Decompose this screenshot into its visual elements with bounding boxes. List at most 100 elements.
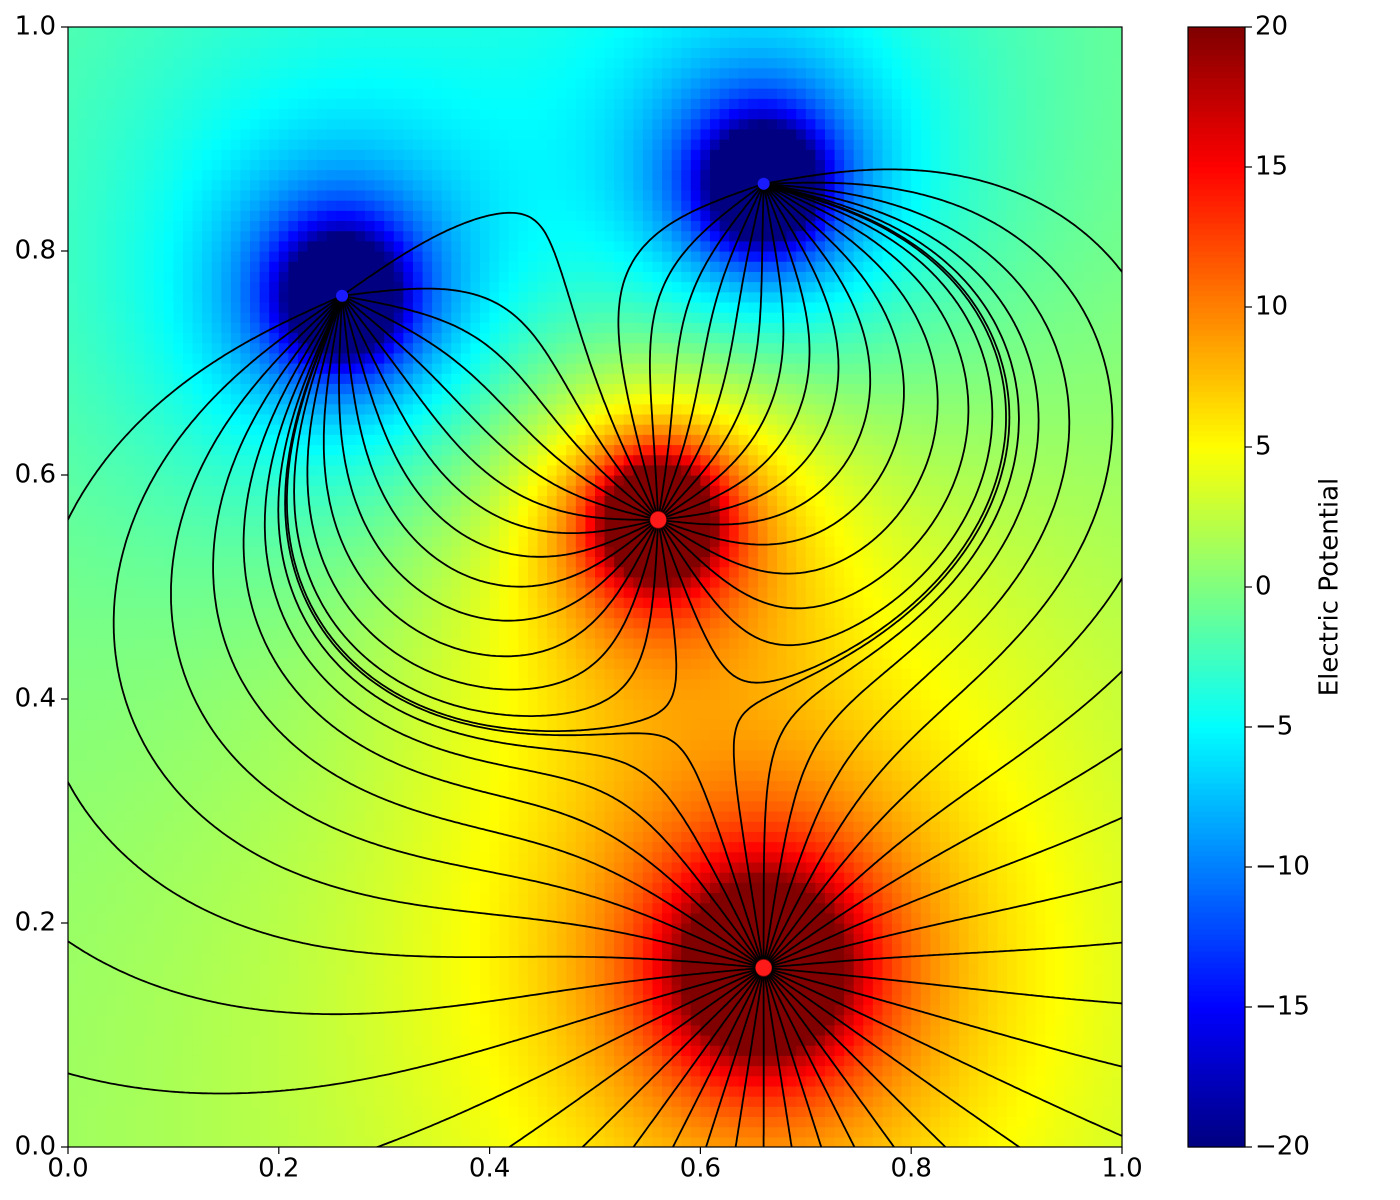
potential-cell: [211, 709, 222, 720]
potential-cell: [297, 47, 309, 59]
potential-cell: [297, 800, 309, 812]
potential-cell: [384, 892, 395, 904]
potential-cell: [480, 1126, 491, 1138]
potential-cell: [470, 413, 481, 425]
potential-cell: [403, 393, 414, 405]
potential-cell: [460, 251, 472, 262]
potential-cell: [106, 525, 117, 537]
potential-cell: [336, 77, 347, 89]
potential-cell: [192, 352, 203, 364]
potential-cell: [403, 77, 414, 89]
potential-cell: [317, 67, 328, 79]
potential-cell: [135, 485, 146, 496]
potential-cell: [68, 546, 79, 558]
potential-cell: [106, 1055, 117, 1067]
potential-cell: [470, 729, 481, 741]
potential-cell: [326, 27, 337, 38]
potential-cell: [441, 495, 452, 507]
potential-cell: [374, 37, 385, 48]
potential-cell: [135, 780, 146, 792]
potential-cell: [68, 77, 79, 89]
potential-cell: [211, 933, 222, 944]
potential-cell: [403, 342, 414, 354]
potential-cell: [412, 576, 424, 588]
potential-cell: [336, 485, 347, 496]
potential-cell: [441, 363, 452, 374]
potential-cell: [125, 546, 136, 558]
potential-cell: [230, 617, 242, 629]
potential-cell: [288, 240, 299, 252]
potential-cell: [422, 128, 433, 140]
potential-cell: [202, 729, 213, 741]
potential-cell: [384, 485, 395, 496]
potential-cell: [441, 240, 452, 252]
potential-cell: [259, 88, 270, 99]
potential-cell: [68, 27, 79, 38]
potential-cell: [326, 1014, 337, 1026]
potential-cell: [412, 1035, 424, 1046]
potential-cell: [77, 790, 88, 802]
potential-cell: [451, 240, 462, 252]
potential-cell: [317, 454, 328, 466]
potential-cell: [144, 1075, 155, 1087]
potential-cell: [68, 861, 79, 873]
potential-cell: [384, 342, 395, 354]
potential-cell: [412, 179, 424, 191]
potential-cell: [441, 525, 452, 537]
potential-cell: [230, 597, 242, 608]
potential-cell: [288, 118, 299, 130]
potential-cell: [259, 251, 270, 262]
potential-cell: [441, 393, 452, 405]
potential-cell: [115, 1065, 127, 1077]
potential-cell: [326, 475, 337, 486]
potential-cell: [87, 189, 98, 201]
potential-cell: [106, 485, 117, 496]
potential-cell: [345, 1136, 357, 1147]
potential-cell: [144, 485, 155, 496]
potential-cell: [77, 811, 88, 822]
potential-cell: [135, 475, 146, 486]
potential-cell: [317, 912, 328, 924]
potential-cell: [259, 220, 270, 232]
potential-cell: [192, 739, 203, 751]
potential-cell: [365, 892, 376, 904]
potential-cell: [144, 240, 155, 252]
potential-cell: [163, 556, 174, 568]
potential-cell: [489, 1055, 500, 1067]
potential-cell: [250, 1136, 261, 1147]
potential-cell: [182, 1116, 194, 1128]
potential-cell: [115, 200, 127, 211]
potential-cell: [269, 485, 280, 496]
potential-cell: [115, 1136, 127, 1147]
potential-cell: [68, 1004, 79, 1016]
potential-cell: [393, 607, 404, 619]
potential-cell: [432, 984, 443, 995]
potential-cell: [182, 373, 194, 384]
potential-cell: [412, 811, 424, 822]
potential-cell: [269, 800, 280, 812]
potential-cell: [374, 383, 385, 395]
potential-cell: [182, 505, 194, 517]
potential-cell: [384, 475, 395, 486]
potential-cell: [499, 811, 510, 822]
potential-cell: [115, 963, 127, 975]
potential-cell: [68, 210, 79, 222]
potential-cell: [154, 536, 165, 547]
potential-cell: [393, 699, 404, 710]
potential-cell: [87, 912, 98, 924]
potential-cell: [278, 658, 289, 670]
potential-cell: [96, 169, 107, 181]
potential-cell: [163, 994, 174, 1006]
potential-cell: [163, 872, 174, 883]
potential-cell: [432, 67, 443, 79]
potential-cell: [460, 1136, 472, 1147]
potential-cell: [393, 851, 404, 863]
potential-cell: [125, 485, 136, 496]
potential-cell: [87, 1035, 98, 1046]
potential-cell: [345, 994, 357, 1006]
potential-cell: [230, 332, 242, 344]
potential-cell: [230, 159, 242, 171]
potential-cell: [403, 648, 414, 659]
potential-cell: [307, 128, 318, 140]
potential-cell: [221, 790, 232, 802]
